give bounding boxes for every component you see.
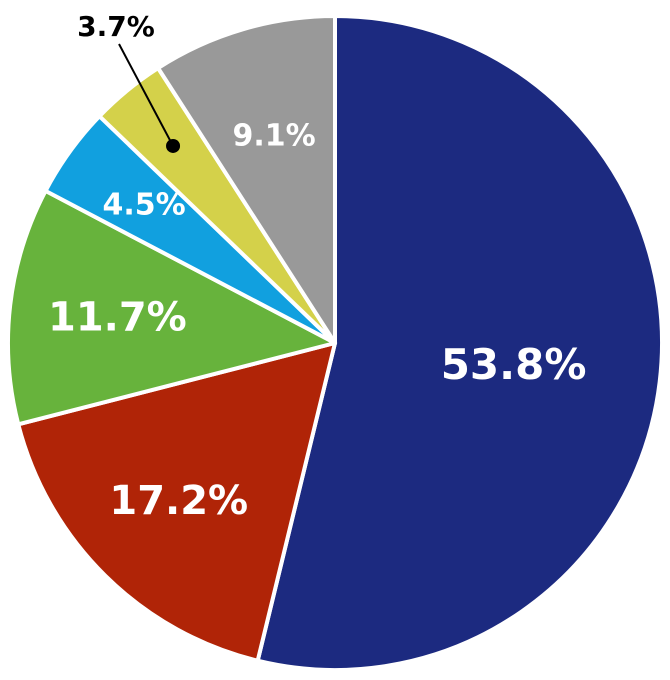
slice-label-4: 4.5%	[102, 188, 185, 223]
callout-dot	[166, 138, 181, 153]
slice-label-6: 9.1%	[233, 118, 316, 153]
pie-slice-6	[156, 14, 337, 345]
slice-label-3: 11.7%	[48, 295, 187, 341]
slice-label-5: 3.7%	[77, 10, 155, 43]
pie-labels: 53.8% 17.2% 11.7% 4.5% 3.7% 9.1%	[48, 10, 586, 524]
pie-slice-1	[255, 14, 664, 672]
pie-slice-2	[16, 341, 337, 663]
slice-label-1: 53.8%	[441, 340, 587, 389]
slice-label-2: 17.2%	[109, 478, 248, 524]
callout-leader-line	[118, 43, 174, 147]
pie-slice-3	[6, 188, 337, 427]
pie-slices	[6, 14, 664, 672]
